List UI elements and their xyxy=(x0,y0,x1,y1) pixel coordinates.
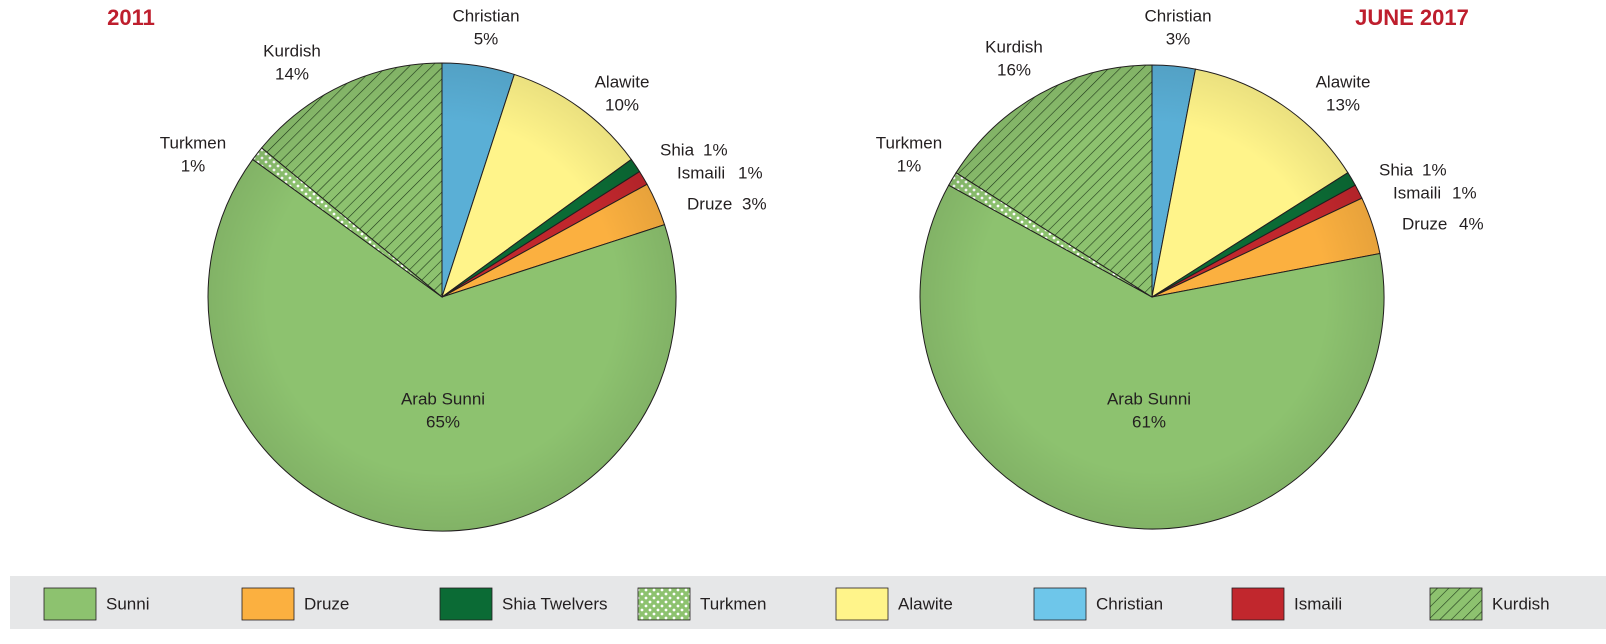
legend-swatch xyxy=(241,587,295,621)
slice-label: Turkmen xyxy=(160,133,226,152)
slice-value-label: 1% xyxy=(181,156,206,175)
slice-value-label: 5% xyxy=(474,29,499,48)
legend-swatch xyxy=(1231,587,1285,621)
legend-swatch xyxy=(637,587,691,621)
slice-label: Christian xyxy=(1144,6,1211,25)
slice-value-label: 3% xyxy=(742,194,767,213)
slice-label: Ismaili xyxy=(677,163,725,182)
slice-value-label: 65% xyxy=(426,412,460,431)
slice-label: Shia xyxy=(660,140,695,159)
legend-label: Shia Twelvers xyxy=(502,594,608,613)
legend-label: Turkmen xyxy=(700,594,766,613)
slice-value-label: 1% xyxy=(703,140,728,159)
slice-label: Kurdish xyxy=(985,37,1043,56)
legend-swatch xyxy=(1429,587,1483,621)
legend-swatch xyxy=(43,587,97,621)
slice-value-label: 16% xyxy=(997,60,1031,79)
slice-value-label: 10% xyxy=(605,95,639,114)
legend-swatch xyxy=(1033,587,1087,621)
slice-value-label: 1% xyxy=(1452,183,1477,202)
slice-value-label: 14% xyxy=(275,64,309,83)
slice-value-label: 3% xyxy=(1166,29,1191,48)
slice-value-label: 61% xyxy=(1132,412,1166,431)
slice-label: Arab Sunni xyxy=(401,389,485,408)
slice-label: Turkmen xyxy=(876,133,942,152)
slice-label: Alawite xyxy=(1316,72,1371,91)
slice-label: Kurdish xyxy=(263,41,321,60)
slice-value-label: 1% xyxy=(897,156,922,175)
slice-value-label: 1% xyxy=(1422,160,1447,179)
legend-label: Kurdish xyxy=(1492,594,1550,613)
slice-value-label: 13% xyxy=(1326,95,1360,114)
slice-label: Arab Sunni xyxy=(1107,389,1191,408)
slice-label: Alawite xyxy=(595,72,650,91)
slice-label: Shia xyxy=(1379,160,1414,179)
chart-title: JUNE 2017 xyxy=(1355,5,1469,30)
legend-swatch xyxy=(835,587,889,621)
legend-label: Ismaili xyxy=(1294,594,1342,613)
legend-label: Christian xyxy=(1096,594,1163,613)
slice-label: Christian xyxy=(452,6,519,25)
slice-label: Druze xyxy=(687,194,732,213)
legend-swatch xyxy=(439,587,493,621)
slice-label: Ismaili xyxy=(1393,183,1441,202)
slice-value-label: 1% xyxy=(738,163,763,182)
chart-title: 2011 xyxy=(107,5,155,30)
slice-label: Druze xyxy=(1402,214,1447,233)
legend-label: Sunni xyxy=(106,594,149,613)
slice-value-label: 4% xyxy=(1459,214,1484,233)
legend-label: Alawite xyxy=(898,594,953,613)
legend-label: Druze xyxy=(304,594,349,613)
